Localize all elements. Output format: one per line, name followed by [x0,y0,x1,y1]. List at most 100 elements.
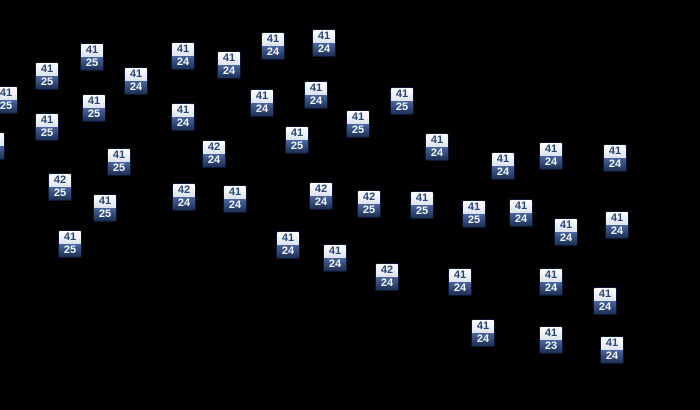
high-temp: 41 [277,232,299,245]
low-temp: 25 [347,124,369,137]
low-temp: 24 [172,56,194,69]
high-temp: 41 [286,127,308,140]
temp-marker[interactable]: 41 24 [605,211,629,239]
low-temp: 25 [108,162,130,175]
temp-marker[interactable]: 41 24 [554,218,578,246]
temp-marker[interactable]: 41 25 [410,191,434,219]
high-temp: 41 [251,90,273,103]
temp-marker[interactable]: 41 25 [390,87,414,115]
temp-marker[interactable]: 41 23 [539,326,563,354]
temp-marker[interactable]: 41 24 [261,32,285,60]
temp-marker[interactable]: 41 24 [539,268,563,296]
high-temp: 41 [347,111,369,124]
high-temp: 41 [108,149,130,162]
temp-marker[interactable]: 41 24 [509,199,533,227]
low-temp: 25 [0,100,17,113]
temp-marker[interactable]: 41 24 [600,336,624,364]
temp-marker[interactable]: 41 24 [217,51,241,79]
low-temp: 25 [49,187,71,200]
high-temp: 41 [83,95,105,108]
low-temp: 24 [540,156,562,169]
temp-marker[interactable]: 42 25 [48,173,72,201]
low-temp: 24 [510,213,532,226]
temp-marker[interactable]: 41 24 [312,29,336,57]
temp-marker[interactable]: 41 25 [462,200,486,228]
low-temp: 24 [313,43,335,56]
temp-marker[interactable]: 41 24 [323,244,347,272]
temp-marker[interactable]: 41 24 [603,144,627,172]
high-temp: 41 [449,269,471,282]
temp-marker[interactable]: 41 25 [58,230,82,258]
temp-marker[interactable]: 41 24 [425,133,449,161]
low-temp: 24 [125,81,147,94]
temp-marker[interactable] [0,132,5,160]
temp-marker[interactable]: 41 24 [171,103,195,131]
high-temp: 41 [305,82,327,95]
temp-marker[interactable]: 41 24 [276,231,300,259]
temp-marker[interactable]: 42 24 [202,140,226,168]
temp-marker[interactable]: 42 24 [309,182,333,210]
temp-marker[interactable]: 41 25 [93,194,117,222]
high-temp: 41 [555,219,577,232]
temp-marker[interactable]: 41 24 [471,319,495,347]
low-temp: 24 [555,232,577,245]
low-temp: 24 [305,95,327,108]
temp-marker[interactable]: 41 24 [448,268,472,296]
temp-marker[interactable]: 42 24 [172,183,196,211]
low-temp: 25 [36,76,58,89]
low-temp: 25 [391,101,413,114]
temp-marker[interactable]: 41 24 [593,287,617,315]
low-temp: 24 [218,65,240,78]
low-temp: 24 [606,225,628,238]
temp-marker[interactable]: 41 24 [491,152,515,180]
high-temp: 42 [358,191,380,204]
low-temp: 24 [540,282,562,295]
temp-marker[interactable]: 41 24 [250,89,274,117]
high-temp: 42 [310,183,332,196]
temp-marker[interactable]: 41 24 [223,185,247,213]
low-temp: 24 [251,103,273,116]
high-temp: 42 [173,184,195,197]
high-temp: 41 [125,68,147,81]
low-temp: 24 [449,282,471,295]
temp-marker[interactable]: 42 24 [375,263,399,291]
low-temp: 24 [310,196,332,209]
low-temp: 25 [94,208,116,221]
high-temp: 41 [463,201,485,214]
temp-marker[interactable]: 41 25 [80,43,104,71]
temp-marker[interactable]: 41 24 [124,67,148,95]
temp-marker[interactable]: 41 25 [35,62,59,90]
low-temp: 25 [59,244,81,257]
temp-marker[interactable]: 41 25 [107,148,131,176]
low-temp: 24 [426,147,448,160]
temp-marker[interactable]: 41 24 [304,81,328,109]
high-temp: 41 [391,88,413,101]
high-temp: 41 [540,327,562,340]
temp-marker[interactable]: 41 25 [35,113,59,141]
temp-marker[interactable]: 41 24 [539,142,563,170]
low-temp: 24 [324,258,346,271]
temp-marker[interactable]: 42 25 [357,190,381,218]
low-temp [0,146,4,159]
high-temp: 41 [540,269,562,282]
low-temp: 24 [492,166,514,179]
temp-marker[interactable]: 41 25 [0,86,18,114]
high-temp: 41 [36,114,58,127]
temp-marker[interactable]: 41 24 [171,42,195,70]
low-temp: 24 [594,301,616,314]
low-temp: 25 [411,205,433,218]
high-temp: 42 [49,174,71,187]
temp-marker[interactable]: 41 25 [285,126,309,154]
temp-marker[interactable]: 41 25 [346,110,370,138]
low-temp: 24 [224,199,246,212]
high-temp: 41 [262,33,284,46]
high-temp: 41 [601,337,623,350]
low-temp: 23 [540,340,562,353]
high-temp: 41 [492,153,514,166]
high-temp: 41 [36,63,58,76]
low-temp: 24 [172,117,194,130]
temp-marker[interactable]: 41 25 [82,94,106,122]
low-temp: 24 [277,245,299,258]
high-temp: 41 [606,212,628,225]
